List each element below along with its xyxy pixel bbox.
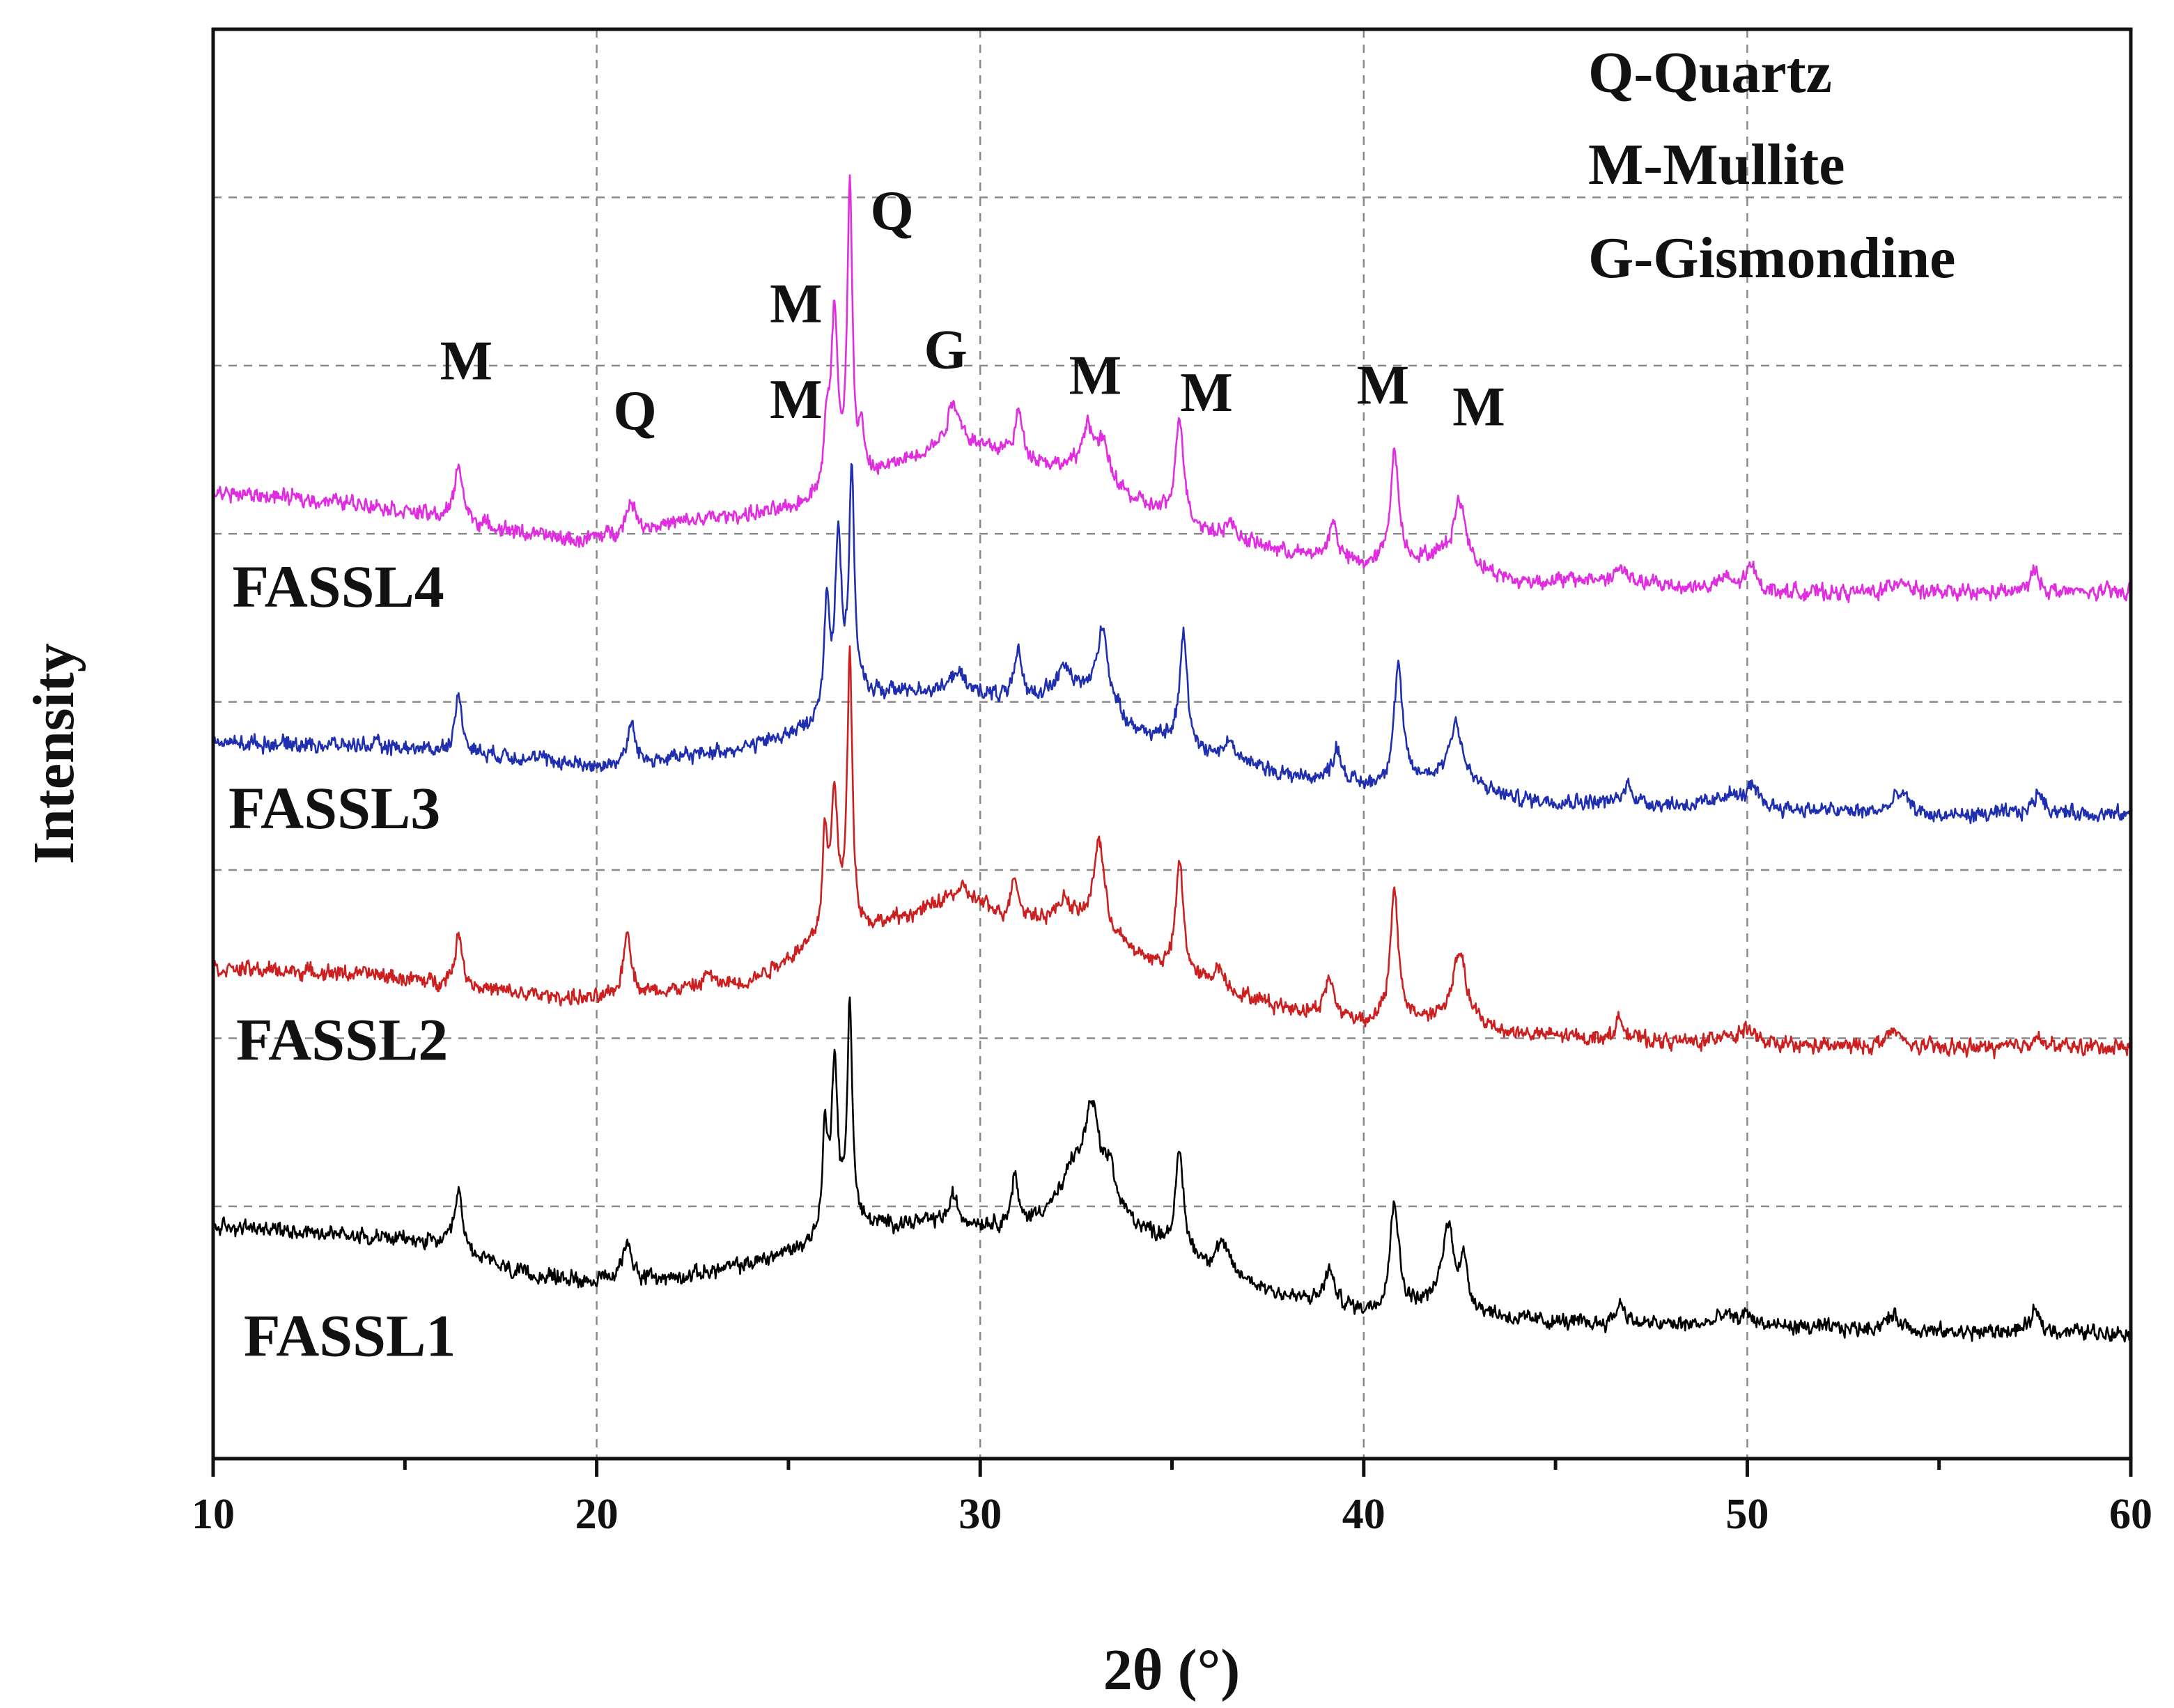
legend: Q-Quartz M-Mullite G-Gismondine <box>1588 40 1955 290</box>
x-tick-label: 60 <box>2109 1491 2152 1538</box>
legend-item-quartz: Q-Quartz <box>1588 40 1832 105</box>
peak-annotation-q: Q <box>870 180 913 242</box>
series-line-fassl2 <box>212 645 2132 1059</box>
peak-annotation-m: M <box>1069 345 1122 406</box>
legend-item-mullite: M-Mullite <box>1588 132 1845 197</box>
peak-annotation-m: M <box>1180 362 1233 424</box>
peak-annotation-q: Q <box>614 381 657 442</box>
x-tick-label: 20 <box>575 1491 619 1538</box>
x-axis-title: 2θ (°) <box>1103 1638 1240 1702</box>
peak-annotation-m: M <box>770 274 823 335</box>
peak-annotation-m: M <box>1357 355 1410 417</box>
series-label-fassl1: FASSL1 <box>244 1302 456 1369</box>
series-group <box>212 174 2132 1343</box>
series-label-fassl2: FASSL2 <box>236 1006 448 1073</box>
series-line-fassl3 <box>212 463 2132 825</box>
legend-item-gismondine: G-Gismondine <box>1588 226 1955 290</box>
y-axis-title: Intensity <box>22 643 86 864</box>
series-label-fassl4: FASSL4 <box>233 553 444 620</box>
series-label-fassl3: FASSL3 <box>228 775 440 841</box>
series-line-fassl4 <box>212 174 2132 603</box>
peak-annotation-m: M <box>770 369 823 430</box>
x-tick-label: 30 <box>958 1491 1002 1538</box>
x-axis-tick-labels: 10 20 30 40 50 60 <box>192 1491 2152 1538</box>
peak-annotation-m: M <box>440 331 493 392</box>
series-line-fassl1 <box>212 996 2132 1343</box>
grid <box>213 29 2131 1459</box>
peak-annotation-m: M <box>1452 376 1505 437</box>
series-labels: FASSL1 FASSL2 FASSL3 FASSL4 <box>228 553 456 1369</box>
x-tick-label: 10 <box>192 1491 235 1538</box>
x-tick-label: 40 <box>1342 1491 1385 1538</box>
x-tick-label: 50 <box>1725 1491 1769 1538</box>
x-axis-ticks <box>211 1459 2133 1477</box>
peak-annotation-g: G <box>924 319 968 380</box>
